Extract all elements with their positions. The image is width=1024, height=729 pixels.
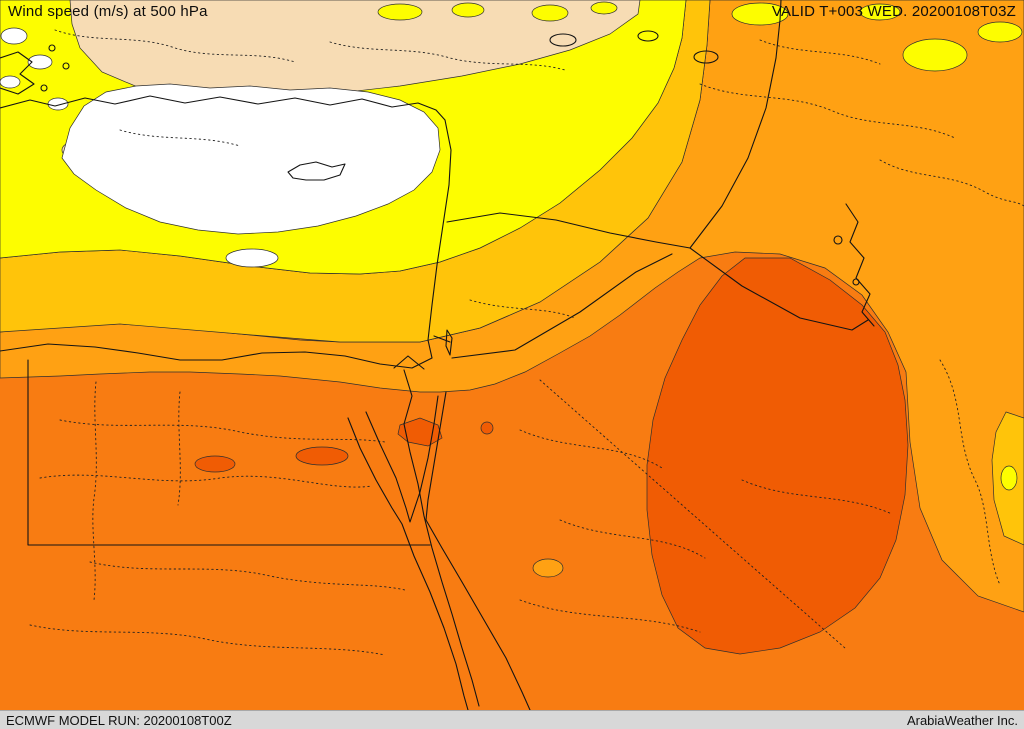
model-run-label: ECMWF MODEL RUN: 20200108T00Z: [6, 713, 232, 728]
valid-time-label: VALID T+003 WED. 20200108T03Z: [771, 3, 1016, 20]
map-title: Wind speed (m/s) at 500 hPa: [8, 3, 208, 20]
footer-bar: ECMWF MODEL RUN: 20200108T00Z ArabiaWeat…: [0, 710, 1024, 729]
dotted-boundaries: [29, 29, 1024, 656]
coastlines-and-borders: [0, 0, 875, 710]
band-white: [0, 27, 441, 268]
band-yellow-patches: [377, 1, 1023, 491]
weather-map: [0, 0, 1024, 710]
brand-label: ArabiaWeather Inc.: [906, 713, 1018, 728]
